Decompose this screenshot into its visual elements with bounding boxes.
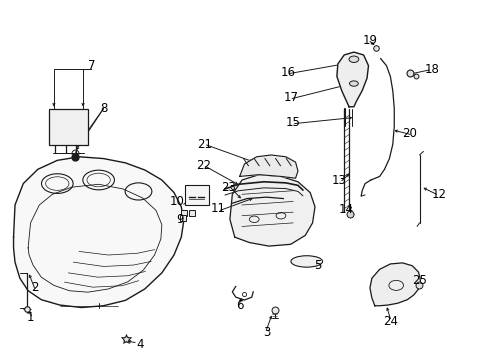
Text: 19: 19 — [362, 34, 377, 47]
Text: 14: 14 — [338, 203, 353, 216]
Text: 15: 15 — [285, 116, 300, 129]
Text: 2: 2 — [31, 281, 38, 294]
Bar — [49, 109, 88, 145]
Text: 6: 6 — [235, 299, 243, 312]
Polygon shape — [239, 155, 297, 178]
Text: 4: 4 — [136, 338, 143, 351]
Text: 17: 17 — [283, 91, 298, 104]
Text: 3: 3 — [262, 327, 269, 339]
Text: 11: 11 — [210, 202, 225, 215]
Ellipse shape — [290, 256, 322, 267]
Text: 22: 22 — [195, 159, 210, 172]
Ellipse shape — [348, 56, 358, 63]
Polygon shape — [14, 157, 183, 307]
Text: 9: 9 — [176, 213, 183, 226]
Text: 16: 16 — [280, 66, 295, 79]
Text: 20: 20 — [402, 127, 416, 140]
Text: 5: 5 — [313, 259, 321, 272]
Text: 8: 8 — [100, 102, 107, 115]
Text: 1: 1 — [27, 311, 34, 324]
Text: 13: 13 — [331, 174, 346, 186]
Text: 23: 23 — [221, 181, 236, 194]
Text: 7: 7 — [87, 59, 95, 72]
Polygon shape — [336, 52, 368, 107]
Text: 12: 12 — [430, 188, 446, 201]
Text: 25: 25 — [411, 274, 426, 287]
Text: 21: 21 — [197, 138, 212, 151]
Polygon shape — [369, 263, 420, 306]
Text: 24: 24 — [382, 315, 397, 328]
Polygon shape — [229, 175, 314, 246]
Ellipse shape — [349, 81, 358, 86]
Text: 18: 18 — [424, 63, 438, 76]
Bar — [185, 185, 208, 205]
Text: 10: 10 — [170, 195, 184, 208]
